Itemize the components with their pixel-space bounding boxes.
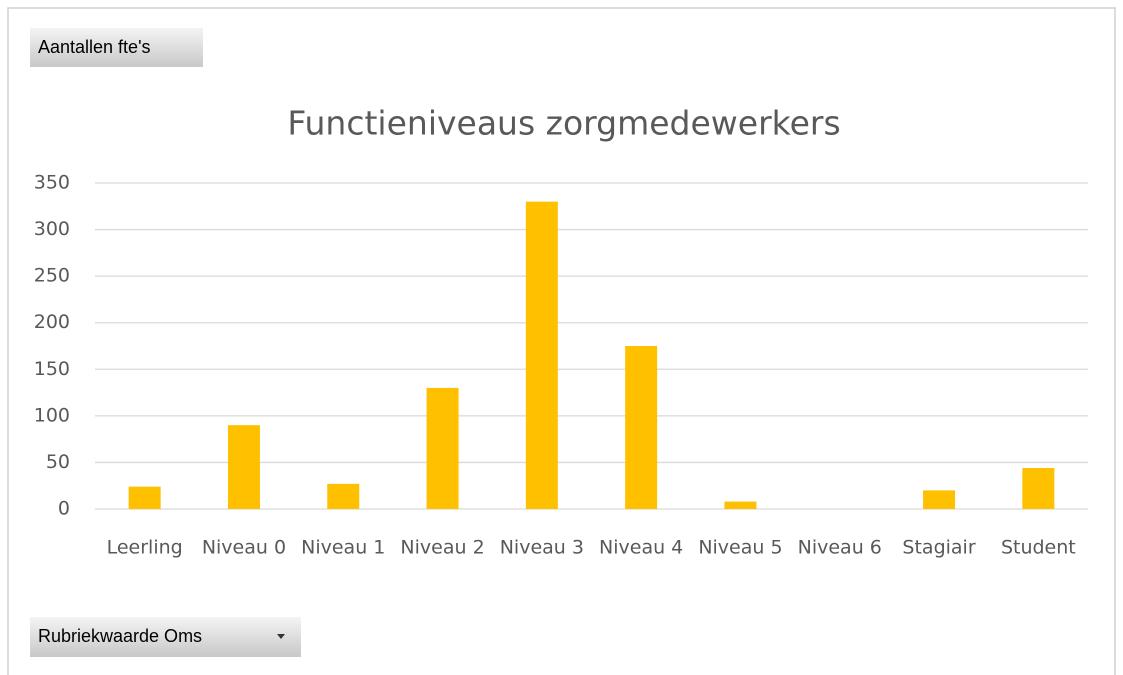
chart-title: Functieniveaus zorgmedewerkers [287, 104, 840, 143]
x-tick-label: Niveau 4 [599, 537, 683, 559]
y-tick-label: 50 [46, 451, 70, 473]
bar [128, 486, 161, 509]
bar [1022, 468, 1055, 509]
button-label: Aantallen fte's [38, 37, 151, 57]
y-tick-label: 350 [34, 172, 70, 194]
dropdown-arrow [277, 634, 285, 639]
bar [625, 346, 658, 509]
y-tick-label: 150 [34, 358, 70, 380]
x-tick-label: Niveau 6 [798, 537, 882, 559]
x-tick-label: Niveau 0 [202, 537, 286, 559]
x-tick-label: Niveau 5 [698, 537, 782, 559]
button-background [30, 28, 203, 67]
bar [525, 201, 558, 509]
bar [426, 387, 459, 509]
y-tick-label: 100 [34, 404, 70, 426]
y-tick-label: 0 [58, 498, 70, 520]
button-label: Rubriekwaarde Oms [38, 626, 202, 646]
x-tick-label: Leerling [107, 537, 183, 559]
x-tick-label: Student [1001, 537, 1076, 559]
value-field-button[interactable]: Aantallen fte's [30, 28, 203, 67]
y-tick-label: 200 [34, 311, 70, 333]
bar [227, 425, 260, 509]
x-tick-label: Stagiair [902, 537, 975, 559]
y-tick-label: 250 [34, 265, 70, 287]
chart-frame [7, 7, 1116, 675]
axis-field-button[interactable]: Rubriekwaarde Oms [30, 617, 301, 657]
x-tick-label: Niveau 1 [301, 537, 385, 559]
x-tick-label: Niveau 2 [400, 537, 484, 559]
button-background [30, 617, 301, 657]
y-tick-label: 300 [34, 218, 70, 240]
x-tick-label: Niveau 3 [500, 537, 584, 559]
bar [327, 483, 360, 509]
bar [724, 501, 757, 509]
bar [923, 490, 956, 509]
